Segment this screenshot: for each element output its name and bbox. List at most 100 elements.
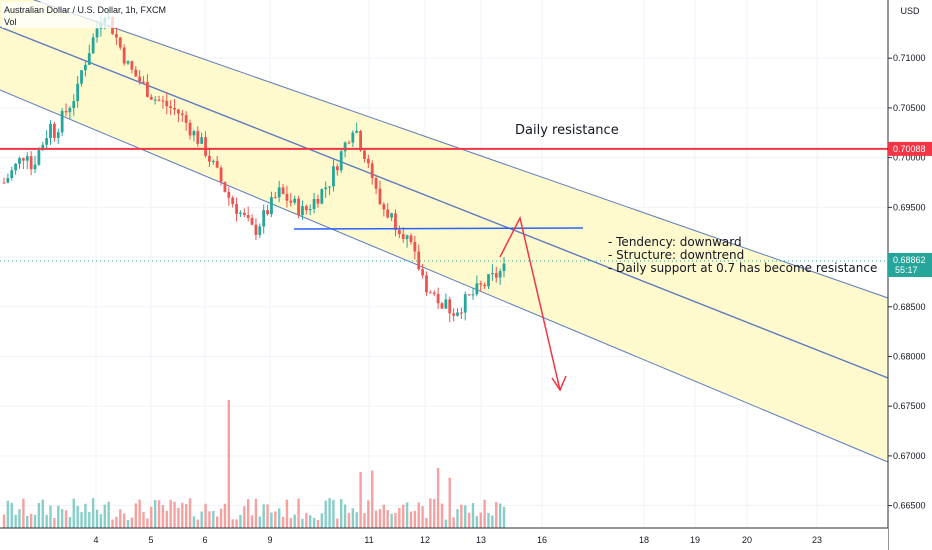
volume-bar	[328, 498, 331, 528]
candle-body	[227, 192, 231, 198]
candle-body	[153, 99, 157, 101]
candle-body	[378, 188, 382, 205]
candle-body	[72, 101, 76, 109]
candle-body	[483, 284, 487, 287]
volume-bar	[274, 511, 277, 528]
candle-body	[56, 132, 60, 138]
candle-body	[355, 131, 359, 133]
volume-bar	[88, 512, 91, 528]
time-tick-label: 13	[476, 535, 486, 545]
volume-bar	[487, 513, 490, 528]
volume-bar	[270, 512, 273, 528]
candle-body	[161, 100, 165, 102]
candle-body	[10, 170, 14, 178]
candle-body	[394, 213, 397, 230]
candle-body	[347, 142, 351, 144]
candle-body	[320, 189, 324, 204]
volume-bar	[208, 511, 211, 528]
candle-body	[2, 182, 6, 184]
candle-body	[45, 138, 49, 145]
overlays	[0, 147, 888, 392]
volume-bar	[49, 505, 52, 528]
volume-bar	[142, 512, 145, 528]
volume-bar	[37, 502, 41, 528]
volume-bar	[467, 512, 471, 528]
price-tick-label: 0.70000	[893, 153, 926, 163]
candle-body	[231, 197, 235, 205]
volume-bar	[60, 509, 64, 528]
volume-bar	[266, 504, 269, 528]
volume-bar	[14, 514, 17, 528]
volume-bar	[491, 515, 494, 528]
volume-bar	[464, 505, 467, 528]
volume-bar	[103, 504, 106, 528]
volume-bar	[277, 508, 281, 528]
channel-lower-line	[0, 89, 889, 463]
volume-bar	[297, 498, 300, 528]
candle-body	[242, 212, 246, 216]
volume-bar	[196, 519, 199, 528]
volume-bar	[246, 499, 250, 528]
volume-bar	[305, 513, 308, 528]
candle-body	[467, 294, 471, 296]
volume-bar	[254, 498, 258, 528]
candle-body	[432, 292, 436, 295]
volume-bar	[460, 504, 463, 528]
candle-body	[239, 212, 242, 214]
candle-body	[490, 273, 494, 275]
resistance-tag-bg	[888, 141, 932, 156]
candle-body	[409, 235, 413, 242]
volume-bar	[320, 513, 324, 528]
candle-body	[297, 198, 300, 216]
volume-bar	[312, 517, 316, 528]
volume-bar	[204, 503, 207, 528]
candle-body	[29, 156, 33, 170]
candle-body	[448, 299, 452, 314]
volume-bar	[452, 517, 455, 528]
volume-bar	[219, 508, 223, 528]
candle-body	[95, 28, 99, 38]
candle-body	[359, 131, 362, 151]
price-axis: USD0.710000.705000.700000.695000.690000.…	[887, 0, 932, 550]
candle-body	[149, 96, 153, 100]
candle-body	[165, 100, 169, 107]
candle-body	[146, 82, 149, 97]
candle-body	[235, 204, 238, 214]
candle-body	[122, 47, 126, 64]
volume-bar	[239, 514, 242, 528]
candle-body	[397, 229, 401, 235]
volume-bar	[495, 502, 498, 528]
candle-body	[262, 210, 266, 227]
volume-bar	[293, 514, 296, 528]
candle-body	[142, 81, 145, 83]
candle-body	[401, 234, 405, 239]
candle-body	[343, 142, 347, 152]
volume-bar	[99, 514, 103, 528]
volume-bar	[111, 519, 114, 528]
volume-bar	[332, 499, 335, 528]
candle-body	[204, 137, 207, 156]
volume-bar	[301, 518, 304, 528]
candle-body	[502, 263, 506, 272]
candle-body	[138, 76, 142, 82]
candle-body	[475, 283, 479, 295]
volume-bar	[429, 498, 432, 528]
volume-bar	[262, 504, 265, 528]
candle-body	[425, 275, 428, 293]
volume-bar	[355, 512, 358, 528]
analysis-note: - Tendency: downward	[608, 235, 742, 249]
candle-body	[374, 178, 378, 189]
candle-body	[266, 210, 269, 215]
candle-body	[115, 34, 118, 38]
grid	[0, 0, 888, 528]
time-tick-label: 16	[537, 535, 547, 545]
time-tick-label: 18	[639, 535, 649, 545]
volume-bar	[456, 509, 459, 528]
volume-bar	[250, 515, 254, 528]
projection-path	[499, 215, 561, 391]
volume-bar	[146, 518, 149, 528]
volume-bar	[440, 503, 444, 528]
volume-bar	[122, 513, 126, 528]
candle-body	[246, 215, 250, 218]
